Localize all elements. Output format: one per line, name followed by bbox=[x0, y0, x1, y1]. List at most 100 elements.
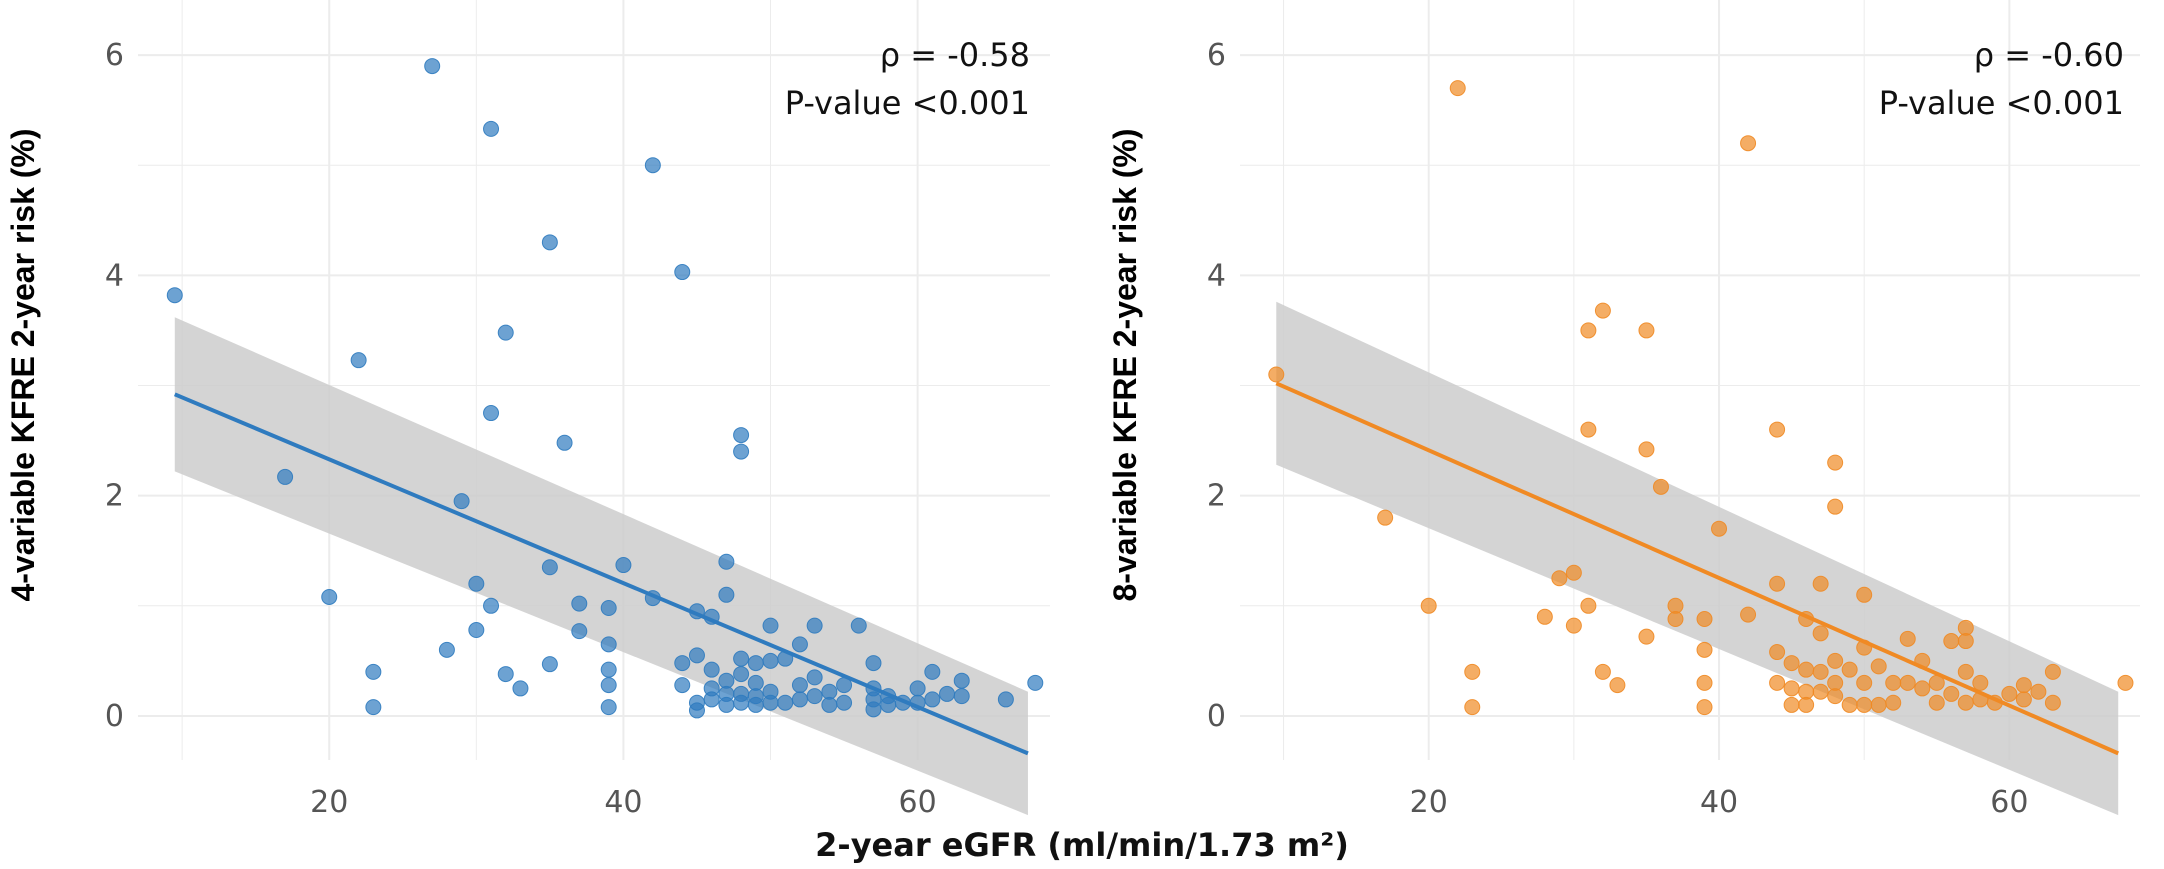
data-point bbox=[1027, 674, 1044, 691]
data-point bbox=[1783, 680, 1800, 697]
y-tick-label: 4 bbox=[105, 258, 124, 293]
y-axis-label: 4-variable KFRE 2-year risk (%) bbox=[5, 128, 41, 601]
p-value-annotation: P-value <0.001 bbox=[1879, 84, 2124, 122]
data-point bbox=[1783, 696, 1800, 713]
data-point bbox=[483, 597, 500, 614]
data-point bbox=[880, 696, 897, 713]
data-point bbox=[733, 427, 750, 444]
data-point bbox=[321, 588, 338, 605]
y-tick-label: 2 bbox=[1207, 479, 1226, 514]
data-point bbox=[762, 617, 779, 634]
data-point bbox=[791, 691, 808, 708]
y-tick-label: 0 bbox=[1207, 699, 1226, 734]
data-point bbox=[850, 617, 867, 634]
data-point bbox=[836, 694, 853, 711]
data-point bbox=[2044, 694, 2061, 711]
data-point bbox=[1464, 663, 1481, 680]
data-point bbox=[1812, 663, 1829, 680]
x-tick-labels: 20 40 60 bbox=[310, 785, 937, 820]
data-point bbox=[1798, 661, 1815, 678]
data-point bbox=[1841, 661, 1858, 678]
data-point bbox=[497, 324, 514, 341]
x-tick-labels: 20 40 60 bbox=[1410, 785, 2029, 820]
data-point bbox=[1580, 322, 1597, 339]
data-point bbox=[1769, 575, 1786, 592]
data-point bbox=[1870, 658, 1887, 675]
data-point bbox=[1652, 478, 1669, 495]
y-tick-label: 6 bbox=[105, 38, 124, 73]
data-point bbox=[1464, 699, 1481, 716]
data-point bbox=[166, 287, 183, 304]
data-point bbox=[1827, 652, 1844, 669]
data-point bbox=[1914, 680, 1931, 697]
data-point bbox=[806, 617, 823, 634]
data-point bbox=[1769, 644, 1786, 661]
data-point bbox=[1711, 520, 1728, 537]
data-point bbox=[674, 655, 691, 672]
data-point bbox=[924, 663, 941, 680]
data-point bbox=[1580, 421, 1597, 438]
x-tick-label: 60 bbox=[899, 785, 937, 820]
data-point bbox=[953, 672, 970, 689]
data-point bbox=[438, 641, 455, 658]
rho-annotation: ρ = -0.58 bbox=[880, 36, 1030, 74]
data-point bbox=[600, 636, 617, 653]
data-points bbox=[1268, 80, 2134, 716]
data-point bbox=[703, 661, 720, 678]
x-tick-label: 20 bbox=[310, 785, 348, 820]
data-point bbox=[644, 157, 661, 174]
confidence-band bbox=[174, 317, 1028, 816]
data-point bbox=[1696, 611, 1713, 628]
data-point bbox=[350, 352, 367, 369]
data-point bbox=[1812, 625, 1829, 642]
data-point bbox=[1740, 135, 1757, 152]
data-point bbox=[1943, 633, 1960, 650]
x-tick-label: 40 bbox=[1700, 785, 1738, 820]
data-point bbox=[791, 677, 808, 694]
x-tick-label: 20 bbox=[1410, 785, 1448, 820]
data-point bbox=[512, 680, 529, 697]
data-point bbox=[747, 696, 764, 713]
data-point bbox=[733, 650, 750, 667]
data-point bbox=[762, 652, 779, 669]
data-point bbox=[733, 666, 750, 683]
x-axis-label: 2-year eGFR (ml/min/1.73 m²) bbox=[815, 826, 1349, 864]
data-point bbox=[1899, 630, 1916, 647]
data-point bbox=[703, 691, 720, 708]
data-point bbox=[1856, 696, 1873, 713]
data-point bbox=[365, 663, 382, 680]
data-point bbox=[1377, 509, 1394, 526]
confidence-band bbox=[1276, 301, 2119, 816]
data-point bbox=[1268, 366, 1285, 383]
data-point bbox=[1638, 441, 1655, 458]
data-point bbox=[953, 688, 970, 705]
regression-line bbox=[173, 392, 1029, 756]
data-point bbox=[997, 691, 1014, 708]
data-point bbox=[1856, 674, 1873, 691]
data-point bbox=[1972, 674, 1989, 691]
y-tick-labels: 0 2 4 6 bbox=[105, 38, 124, 734]
data-point bbox=[2117, 674, 2134, 691]
data-point bbox=[1594, 663, 1611, 680]
y-tick-label: 6 bbox=[1207, 38, 1226, 73]
data-point bbox=[2015, 691, 2032, 708]
data-point bbox=[1594, 302, 1611, 319]
regression-line bbox=[1275, 381, 2120, 756]
data-point bbox=[571, 595, 588, 612]
data-point bbox=[424, 58, 441, 75]
data-point bbox=[865, 701, 882, 718]
data-point bbox=[1827, 688, 1844, 705]
data-point bbox=[483, 120, 500, 137]
data-point bbox=[1827, 454, 1844, 471]
data-point bbox=[1827, 498, 1844, 515]
y-tick-label: 2 bbox=[105, 479, 124, 514]
data-point bbox=[1696, 674, 1713, 691]
data-point bbox=[468, 575, 485, 592]
data-point bbox=[1885, 674, 1902, 691]
data-point bbox=[1740, 606, 1757, 623]
data-point bbox=[688, 702, 705, 719]
panel-4-variable: 20 40 60 0 2 4 6 4-variable KFRE 2-year risk … bbox=[5, 0, 1050, 820]
data-point bbox=[806, 688, 823, 705]
data-point bbox=[1783, 655, 1800, 672]
data-point bbox=[1420, 597, 1437, 614]
